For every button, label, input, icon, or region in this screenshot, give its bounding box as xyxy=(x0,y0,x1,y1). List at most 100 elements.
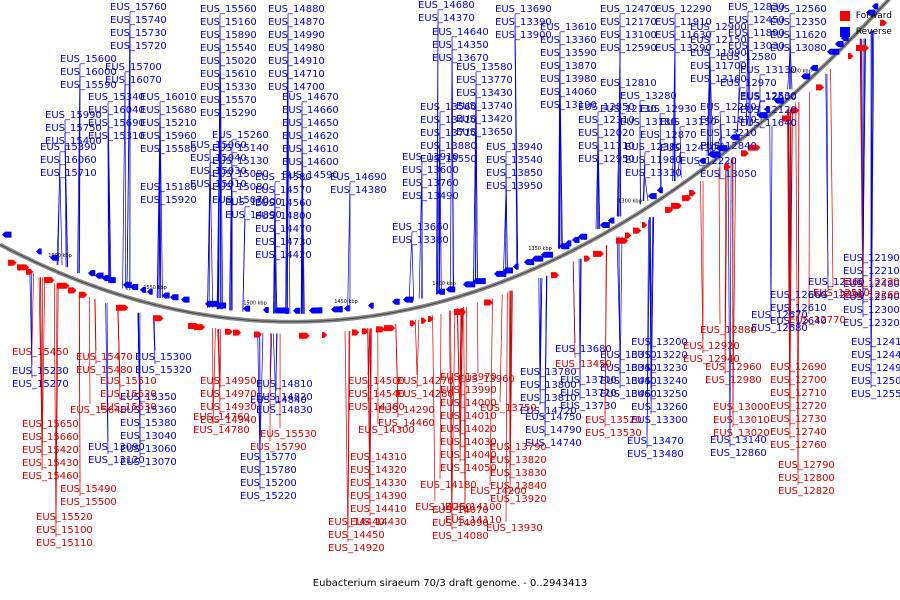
gene-leader xyxy=(275,333,277,392)
gene-label: EUS_13220 xyxy=(631,350,688,361)
gene-leader xyxy=(756,100,761,116)
gene-label: EUS_13450 xyxy=(555,359,612,370)
reverse-gene-arrow xyxy=(801,73,811,80)
gene-leader xyxy=(700,180,704,354)
gene-label: EUS_12600 xyxy=(740,92,797,103)
gene-label: EUS_14870 xyxy=(268,17,325,28)
gene-label: EUS_14980 xyxy=(268,43,325,54)
reverse-gene-arrow xyxy=(708,151,721,158)
gene-label: EUS_15380 xyxy=(120,418,177,429)
gene-label: EUS_12170 xyxy=(600,17,657,28)
gene-label: EUS_14470 xyxy=(255,224,312,235)
reverse-gene-arrow xyxy=(368,302,374,309)
gene-label: EUS_14030 xyxy=(440,437,497,448)
gene-label: EUS_13710 xyxy=(420,128,477,139)
gene-label: EUS_12210 xyxy=(843,266,900,277)
gene-label: EUS_14950 xyxy=(200,376,257,387)
reverse-gene-arrow xyxy=(608,217,615,224)
gene-leader xyxy=(106,303,109,442)
forward-gene-arrow xyxy=(153,315,164,322)
gene-label: EUS_13410 xyxy=(420,115,477,126)
gene-leader xyxy=(709,57,714,156)
gene-label: EUS_13070 xyxy=(120,457,177,468)
forward-gene-arrow xyxy=(682,195,692,202)
gene-leader xyxy=(619,236,623,389)
tick-label: 1250 kbp xyxy=(700,142,724,148)
gene-leader xyxy=(367,328,371,517)
gene-label: EUS_15620 xyxy=(100,389,157,400)
gene-label: EUS_14940 xyxy=(200,415,257,426)
reverse-gene-arrow xyxy=(108,277,116,284)
reverse-gene-arrow xyxy=(648,193,657,200)
gene-leader xyxy=(159,101,163,299)
gene-leader xyxy=(509,290,513,494)
reverse-gene-arrow xyxy=(827,48,840,55)
legend-reverse: Reverse xyxy=(839,24,892,40)
gene-leader xyxy=(209,149,214,308)
gene-label: EUS_15580 xyxy=(140,144,197,155)
gene-label: EUS_14680 xyxy=(418,0,475,11)
gene-label: EUS_12640 xyxy=(770,316,827,327)
gene-leader xyxy=(79,293,81,497)
gene-label: EUS_14610 xyxy=(282,144,339,155)
legend: Forward Reverse xyxy=(839,8,892,40)
gene-leader xyxy=(94,298,97,365)
forward-gene-arrow xyxy=(299,332,310,339)
gene-label: EUS_14410 xyxy=(350,504,407,515)
reverse-gene-arrow xyxy=(181,296,190,303)
forward-gene-arrow xyxy=(782,115,792,122)
forward-gene-arrow xyxy=(741,150,749,157)
gene-leader xyxy=(153,316,156,365)
gene-label: EUS_13160 xyxy=(690,74,747,85)
gene-label: EUS_13880 xyxy=(420,141,477,152)
gene-label: EUS_12830 xyxy=(728,2,785,13)
gene-label: EUS_15590 xyxy=(60,80,117,91)
gene-leader xyxy=(499,294,503,403)
gene-label: EUS_15430 xyxy=(22,458,79,469)
gene-label: EUS_12900 xyxy=(690,22,747,33)
forward-gene-arrow xyxy=(362,328,369,335)
gene-leader xyxy=(677,152,681,178)
gene-label: EUS_14440 xyxy=(328,517,385,528)
reverse-gene-arrow xyxy=(170,294,179,301)
gene-label: EUS_13420 xyxy=(456,114,513,125)
gene-label: EUS_12680 xyxy=(751,323,808,334)
gene-label: EUS_15470 xyxy=(76,352,133,363)
gene-label: EUS_13150 xyxy=(660,117,717,128)
gene-leader xyxy=(514,39,518,269)
gene-label: EUS_13600 xyxy=(402,165,459,176)
gene-leader xyxy=(795,102,799,460)
gene-leader xyxy=(432,315,436,502)
gene-label: EUS_14780 xyxy=(193,425,250,436)
gene-label: EUS_12490 xyxy=(851,363,900,374)
gene-label: EUS_14270 xyxy=(397,376,454,387)
gene-label: EUS_13870 xyxy=(540,61,597,72)
gene-leader xyxy=(126,50,131,291)
gene-label: EUS_13050 xyxy=(700,169,757,180)
gene-label: EUS_14730 xyxy=(255,237,312,248)
gene-label: EUS_13130 xyxy=(740,65,797,76)
forward-gene-arrow xyxy=(8,259,17,266)
gene-label: EUS_13360 xyxy=(540,35,597,46)
gene-label: EUS_12320 xyxy=(843,318,900,329)
gene-leader xyxy=(451,49,454,291)
gene-leader xyxy=(408,231,413,301)
gene-label: EUS_15340 xyxy=(88,92,145,103)
gene-label: EUS_13990 xyxy=(440,385,497,396)
gene-leader xyxy=(89,296,91,405)
gene-label: EUS_12700 xyxy=(770,375,827,386)
gene-label: EUS_15090 xyxy=(212,169,269,180)
forward-gene-arrow xyxy=(79,291,88,298)
gene-label: EUS_12660 xyxy=(770,290,827,301)
gene-label: EUS_12470 xyxy=(600,4,657,15)
gene-label: EUS_13020 xyxy=(713,428,770,439)
gene-label: EUS_14570 xyxy=(255,185,312,196)
gene-label: EUS_13200 xyxy=(631,337,688,348)
gene-label: EUS_13700 xyxy=(560,375,617,386)
gene-label: EUS_13690 xyxy=(495,4,552,15)
gene-label: EUS_15350 xyxy=(120,392,177,403)
gene-label: EUS_15570 xyxy=(200,95,257,106)
gene-label: EUS_13980 xyxy=(540,74,597,85)
gene-label: EUS_14040 xyxy=(440,450,497,461)
forward-gene-arrow xyxy=(352,329,360,336)
